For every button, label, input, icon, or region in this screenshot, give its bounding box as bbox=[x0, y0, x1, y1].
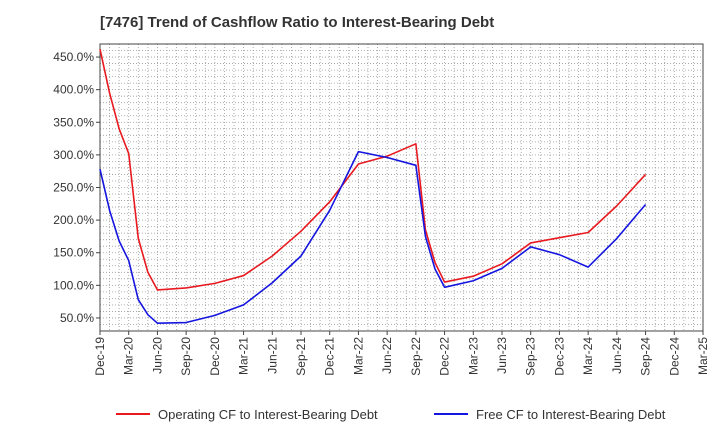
legend-label: Operating CF to Interest-Bearing Debt bbox=[158, 407, 378, 422]
legend-label: Free CF to Interest-Bearing Debt bbox=[476, 407, 666, 422]
axes: 50.0% 100.0% 150.0% 200.0% 250.0% 300.0% 350.0… bbox=[53, 43, 710, 376]
y-tick-label: 300.0% bbox=[53, 148, 94, 162]
y-tick-label: 400.0% bbox=[53, 83, 94, 97]
chart-title: [7476] Trend of Cashflow Ratio to Intere… bbox=[100, 14, 495, 31]
series-line-operating-cf bbox=[99, 49, 647, 291]
legend: Operating CF to Interest-Bearing Debt Fre… bbox=[116, 407, 666, 422]
y-tick-label: 50.0% bbox=[60, 311, 94, 325]
x-tick-label: Jun-21 bbox=[265, 337, 279, 374]
x-tick-label: Mar-24 bbox=[581, 337, 595, 375]
x-tick-label: Jun-24 bbox=[610, 337, 624, 374]
y-tick-label: 350.0% bbox=[53, 115, 94, 129]
x-tick-label: Dec-19 bbox=[93, 337, 107, 376]
x-tick-label: Dec-20 bbox=[208, 337, 222, 376]
x-tick-label: Jun-22 bbox=[380, 337, 394, 374]
x-tick-label: Sep-24 bbox=[639, 337, 653, 376]
x-tick-label: Mar-23 bbox=[466, 337, 480, 375]
x-tick-label: Mar-21 bbox=[237, 337, 251, 375]
y-tick-label: 250.0% bbox=[53, 181, 94, 195]
x-tick-label: Sep-21 bbox=[294, 337, 308, 376]
x-tick-label: Mar-22 bbox=[351, 337, 365, 375]
y-tick-label: 100.0% bbox=[53, 278, 94, 292]
x-tick-label: Dec-24 bbox=[667, 337, 681, 376]
y-tick-label: 200.0% bbox=[53, 213, 94, 227]
x-tick-label: Sep-23 bbox=[524, 337, 538, 376]
x-tick-label: Jun-20 bbox=[150, 337, 164, 374]
y-tick-label: 450.0% bbox=[53, 50, 94, 64]
x-tick-label: Mar-25 bbox=[696, 337, 710, 375]
x-tick-label: Sep-22 bbox=[409, 337, 423, 376]
x-tick-label: Dec-21 bbox=[323, 337, 337, 376]
x-tick-label: Dec-23 bbox=[552, 337, 566, 376]
x-tick-label: Mar-20 bbox=[122, 337, 136, 375]
y-tick-label: 150.0% bbox=[53, 246, 94, 260]
x-tick-label: Sep-20 bbox=[179, 337, 193, 376]
series-line-free-cf bbox=[99, 150, 647, 324]
series-lines bbox=[99, 49, 647, 324]
x-tick-label: Jun-23 bbox=[495, 337, 509, 374]
x-tick-label: Dec-22 bbox=[438, 337, 452, 376]
